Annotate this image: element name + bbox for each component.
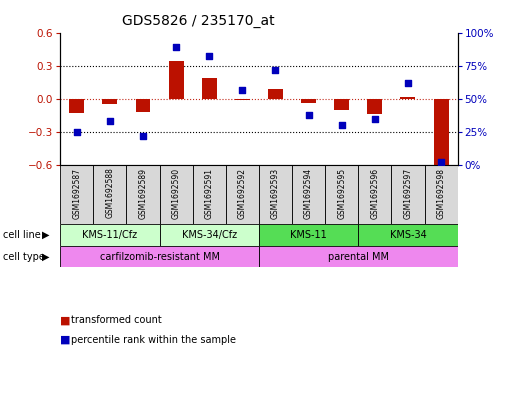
Bar — [391, 165, 425, 224]
Bar — [367, 99, 382, 114]
Text: ▶: ▶ — [42, 252, 49, 261]
Point — [437, 159, 445, 165]
Text: percentile rank within the sample: percentile rank within the sample — [71, 335, 235, 345]
Bar — [168, 61, 184, 99]
Text: ■: ■ — [60, 315, 71, 325]
Bar — [69, 99, 84, 113]
Bar — [235, 99, 250, 100]
Bar — [192, 165, 226, 224]
Text: GSM1692591: GSM1692591 — [204, 168, 214, 219]
Bar — [93, 165, 127, 224]
Bar — [325, 165, 358, 224]
Bar — [425, 165, 458, 224]
Bar — [127, 165, 160, 224]
Point — [304, 112, 313, 118]
Text: ▶: ▶ — [42, 230, 49, 240]
Text: GSM1692593: GSM1692593 — [271, 168, 280, 219]
Bar — [226, 165, 259, 224]
Point — [73, 129, 81, 135]
Point — [371, 116, 379, 122]
Bar — [60, 165, 93, 224]
Point — [404, 80, 412, 86]
Text: GSM1692597: GSM1692597 — [403, 168, 413, 219]
Text: KMS-11/Cfz: KMS-11/Cfz — [82, 230, 138, 240]
Text: GSM1692595: GSM1692595 — [337, 168, 346, 219]
Text: cell line: cell line — [3, 230, 40, 240]
Point — [205, 53, 213, 59]
Bar — [334, 99, 349, 110]
Text: KMS-34/Cfz: KMS-34/Cfz — [181, 230, 237, 240]
Text: GSM1692598: GSM1692598 — [437, 168, 446, 219]
Bar — [60, 246, 259, 267]
Text: GSM1692587: GSM1692587 — [72, 168, 81, 219]
Bar — [160, 224, 259, 246]
Point — [271, 67, 280, 73]
Bar — [135, 99, 151, 112]
Bar — [358, 165, 391, 224]
Bar — [401, 97, 415, 99]
Bar — [60, 224, 160, 246]
Bar — [259, 165, 292, 224]
Point — [139, 132, 147, 139]
Text: GSM1692588: GSM1692588 — [105, 168, 115, 219]
Text: carfilzomib-resistant MM: carfilzomib-resistant MM — [99, 252, 220, 261]
Text: parental MM: parental MM — [328, 252, 389, 261]
Point — [106, 118, 114, 125]
Text: GSM1692594: GSM1692594 — [304, 168, 313, 219]
Bar — [358, 224, 458, 246]
Bar — [434, 99, 449, 167]
Text: GSM1692596: GSM1692596 — [370, 168, 379, 219]
Bar — [292, 165, 325, 224]
Text: cell type: cell type — [3, 252, 44, 261]
Point — [337, 122, 346, 129]
Bar — [103, 99, 117, 105]
Point — [172, 43, 180, 50]
Bar — [202, 78, 217, 99]
Text: GSM1692590: GSM1692590 — [172, 168, 180, 219]
Bar — [259, 246, 458, 267]
Text: KMS-34: KMS-34 — [390, 230, 426, 240]
Text: GDS5826 / 235170_at: GDS5826 / 235170_at — [122, 14, 275, 28]
Point — [238, 87, 246, 93]
Bar — [301, 99, 316, 103]
Text: transformed count: transformed count — [71, 315, 162, 325]
Text: ■: ■ — [60, 335, 71, 345]
Text: GSM1692589: GSM1692589 — [139, 168, 147, 219]
Text: KMS-11: KMS-11 — [290, 230, 327, 240]
Text: GSM1692592: GSM1692592 — [238, 168, 247, 219]
Bar — [259, 224, 358, 246]
Bar — [160, 165, 192, 224]
Bar — [268, 89, 283, 99]
